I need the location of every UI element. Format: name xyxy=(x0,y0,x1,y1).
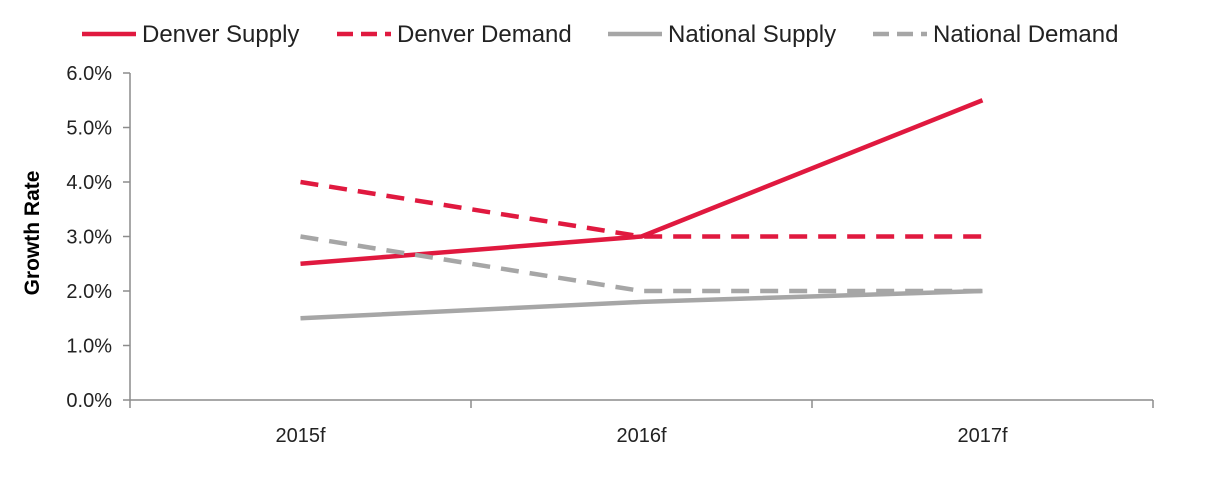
y-axis-label: Growth Rate xyxy=(21,171,44,296)
series-line-national-supply xyxy=(300,288,983,321)
x-tick-label: 2015f xyxy=(275,425,325,447)
axes: 0.0% 1.0% 2.0% 3.0% 4.0% 5.0% 6.0% 2015f 2016f 20… xyxy=(66,63,1154,447)
x-tick-label: 2016f xyxy=(616,425,666,447)
y-tick-label: 0.0% xyxy=(66,390,112,412)
series-line-national-demand xyxy=(300,234,983,294)
y-tick-label: 3.0% xyxy=(66,227,112,249)
legend-label: National Supply xyxy=(668,21,836,48)
legend-item: National Demand xyxy=(873,21,1118,48)
y-tick-label: 5.0% xyxy=(66,118,112,140)
legend-label: National Demand xyxy=(933,21,1118,48)
x-tick-label: 2017f xyxy=(957,425,1007,447)
y-tick-label: 4.0% xyxy=(66,172,112,194)
y-tick-label: 6.0% xyxy=(66,63,112,85)
y-tick-label: 2.0% xyxy=(66,281,112,303)
legend-item: National Supply xyxy=(608,21,836,48)
legend-item: Denver Demand xyxy=(337,21,572,48)
series-line-denver-demand xyxy=(300,179,983,239)
y-tick-label: 1.0% xyxy=(66,336,112,358)
series-line-denver-supply xyxy=(300,98,984,266)
legend: Denver Supply Denver Demand National Suppl… xyxy=(82,21,1118,48)
legend-item: Denver Supply xyxy=(82,21,299,48)
legend-label: Denver Supply xyxy=(142,21,299,48)
legend-label: Denver Demand xyxy=(397,21,572,48)
series xyxy=(300,98,984,321)
